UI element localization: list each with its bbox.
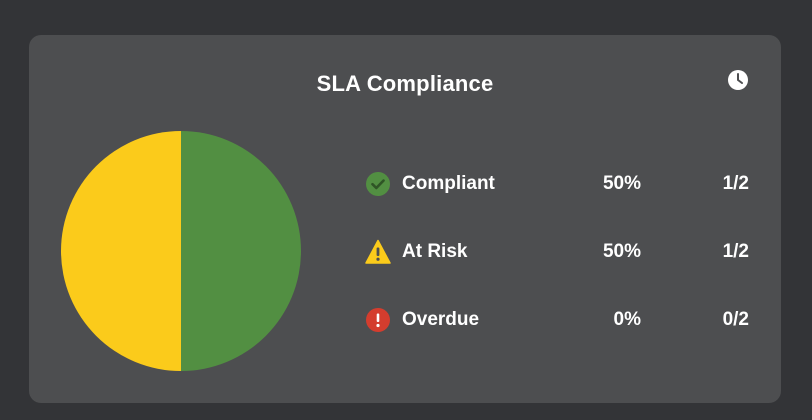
warning-triangle-icon — [365, 239, 391, 264]
legend-fraction: 1/2 — [722, 173, 749, 194]
pie-slice-compliant — [181, 131, 301, 371]
legend-label: Overdue — [402, 309, 480, 330]
clock-icon[interactable] — [727, 69, 749, 91]
legend-percent: 50% — [602, 241, 641, 262]
sla-compliance-card: SLA Compliance Compliant 50% 1/2 At Risk… — [29, 35, 781, 403]
legend-fraction: 1/2 — [722, 241, 749, 262]
legend-row-overdue: Overdue 0% 0/2 — [365, 301, 749, 369]
legend-row-at-risk: At Risk 50% 1/2 — [365, 233, 749, 301]
legend-row-compliant: Compliant 50% 1/2 — [365, 165, 749, 233]
legend: Compliant 50% 1/2 At Risk 50% 1/2 Overdu… — [365, 165, 749, 369]
pie-slice-at-risk — [61, 131, 181, 371]
card-title: SLA Compliance — [316, 71, 494, 96]
legend-fraction: 0/2 — [722, 309, 749, 330]
error-circle-icon — [366, 308, 390, 332]
legend-percent: 50% — [602, 173, 641, 194]
legend-label: At Risk — [402, 241, 468, 262]
check-circle-icon — [366, 172, 390, 196]
sla-pie-chart — [61, 131, 301, 371]
legend-percent: 0% — [613, 309, 641, 330]
legend-label: Compliant — [402, 173, 495, 194]
